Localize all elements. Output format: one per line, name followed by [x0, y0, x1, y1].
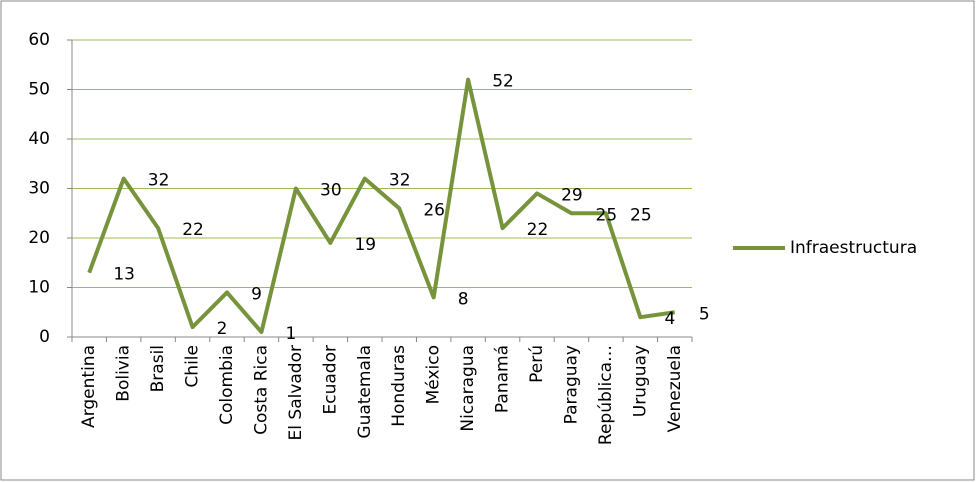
data-label: 22: [182, 220, 204, 240]
data-label: 22: [527, 220, 549, 240]
y-tick-label: 0: [39, 327, 50, 347]
x-tick-label: Nicaragua: [458, 345, 478, 432]
y-tick-label: 20: [28, 228, 50, 248]
data-label: 19: [354, 235, 376, 255]
x-tick-label: Ecuador: [320, 345, 340, 414]
data-label: 2: [217, 319, 228, 339]
data-label: 9: [251, 284, 262, 304]
data-label: 13: [113, 265, 135, 285]
data-label: 52: [492, 72, 514, 92]
x-tick-label: Bolivia: [114, 345, 134, 402]
data-label: 8: [458, 289, 469, 309]
x-tick-label: Uruguay: [630, 345, 650, 417]
data-label: 32: [389, 171, 411, 191]
legend-label: Infraestructura: [790, 238, 917, 258]
data-label: 30: [320, 181, 342, 201]
data-label: 5: [699, 304, 710, 324]
x-tick-label: Guatemala: [355, 345, 375, 439]
x-tick-label: Argentina: [79, 345, 99, 428]
data-label: 29: [561, 185, 583, 205]
x-tick-label: Colombia: [217, 345, 237, 425]
y-tick-label: 50: [28, 80, 50, 100]
y-tick-label: 60: [28, 30, 50, 50]
data-label: 25: [630, 205, 652, 225]
x-tick-label: México: [424, 345, 444, 404]
x-tick-label: República…: [596, 345, 616, 445]
x-tick-label: Perú: [527, 345, 547, 383]
data-label: 25: [596, 205, 618, 225]
y-tick-label: 10: [28, 278, 50, 298]
x-tick-label: Panamá: [493, 345, 513, 413]
x-tick-label: Chile: [183, 345, 203, 388]
data-label: 1: [286, 324, 297, 344]
y-tick-label: 40: [28, 129, 50, 149]
x-tick-label: Venezuela: [665, 345, 685, 432]
x-tick-label: Costa Rica: [251, 345, 271, 435]
x-tick-label: Brasil: [148, 345, 168, 392]
y-tick-label: 30: [28, 179, 50, 199]
data-label: 26: [423, 200, 445, 220]
x-tick-label: El Salvador: [286, 345, 306, 440]
data-label: 32: [148, 171, 170, 191]
data-label: 4: [664, 309, 675, 329]
series-line: [87, 77, 676, 335]
x-tick-label: Paraguay: [561, 345, 581, 424]
x-tick-label: Honduras: [389, 345, 409, 427]
